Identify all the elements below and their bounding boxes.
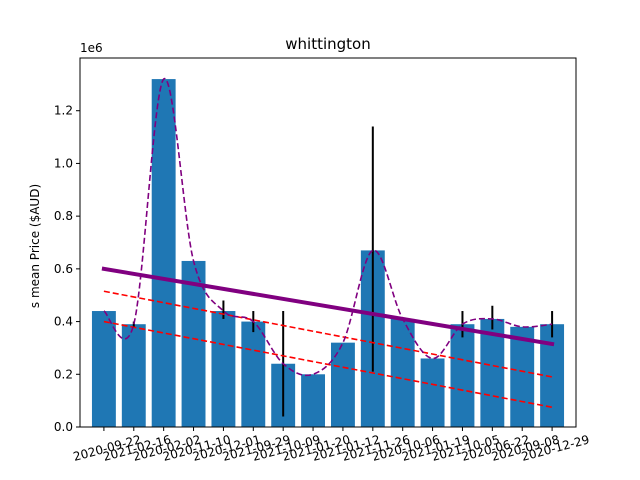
bar-10 (390, 318, 415, 427)
y-tick-label-5: 1.0 (54, 156, 73, 170)
bar-1 (121, 324, 146, 427)
bar-0 (91, 311, 116, 427)
y-tick-label-0: 0.0 (54, 420, 73, 434)
bar-5 (241, 321, 266, 427)
lower-bound-line (103, 320, 553, 409)
y-axis-label: s mean Price ($AUD) (28, 184, 42, 308)
interpolated-line (103, 78, 553, 377)
y-axis-offset-label: 1e6 (80, 41, 103, 55)
y-tick-label-2: 0.4 (54, 315, 73, 329)
bar-12 (450, 324, 475, 427)
y-axis-ticks: 0.0 0.2 0.4 0.6 0.8 1.0 1.2 (54, 104, 80, 434)
bar-8 (330, 342, 355, 427)
bar-4 (211, 311, 236, 427)
chart-title: whittington (285, 35, 370, 53)
plot-area (79, 57, 577, 428)
axes-frame (79, 57, 577, 428)
y-tick-label-3: 0.6 (54, 262, 73, 276)
bar-3 (181, 260, 206, 427)
y-tick-label-6: 1.2 (54, 104, 73, 118)
y-tick-label-4: 0.8 (54, 209, 73, 223)
bar-11 (420, 358, 445, 427)
bar-13 (480, 318, 505, 427)
bar-2 (151, 79, 176, 427)
y-tick-label-1: 0.2 (54, 367, 73, 381)
trend-line (101, 266, 555, 347)
upper-bound-line (103, 290, 553, 378)
bar-15 (540, 324, 565, 427)
bar-14 (510, 326, 535, 427)
bar-7 (301, 374, 326, 427)
